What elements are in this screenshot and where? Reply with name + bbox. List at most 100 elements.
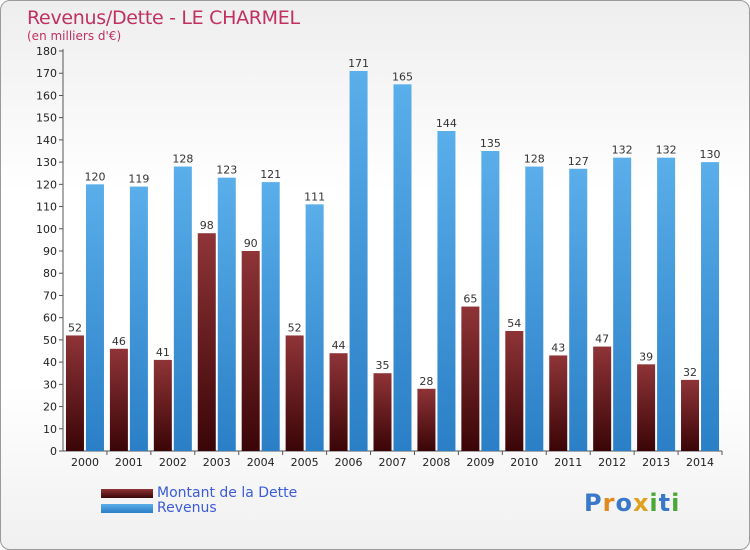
bar-dette bbox=[549, 355, 568, 451]
bar-dette bbox=[285, 335, 304, 451]
bar-dette bbox=[593, 346, 612, 451]
y-tick-label: 50 bbox=[43, 334, 57, 347]
bar-revenus bbox=[129, 186, 148, 452]
bar-dette bbox=[329, 353, 348, 451]
y-tick-label: 130 bbox=[36, 156, 57, 169]
y-tick-label: 140 bbox=[36, 134, 57, 147]
bar-dette bbox=[65, 335, 84, 451]
y-tick-label: 0 bbox=[50, 445, 57, 458]
logo-letter: x bbox=[632, 489, 650, 517]
data-label-dette: 35 bbox=[376, 359, 390, 372]
bar-revenus bbox=[437, 131, 456, 451]
data-label-dette: 65 bbox=[463, 293, 477, 306]
data-label-revenus: 128 bbox=[524, 153, 545, 166]
x-tick-label: 2000 bbox=[71, 456, 99, 469]
logo-letter: i bbox=[671, 489, 681, 517]
bar-revenus bbox=[525, 166, 544, 452]
data-label-dette: 52 bbox=[68, 321, 82, 334]
legend-label-dette: Montant de la Dette bbox=[157, 485, 298, 501]
data-label-dette: 41 bbox=[156, 346, 170, 359]
chart-title: Revenus/Dette - LE CHARMEL bbox=[27, 7, 300, 29]
data-label-dette: 98 bbox=[200, 219, 214, 232]
legend-label-revenus: Revenus bbox=[157, 500, 217, 516]
data-label-revenus: 111 bbox=[304, 190, 325, 203]
bar-revenus bbox=[701, 162, 720, 451]
data-label-dette: 90 bbox=[244, 237, 258, 250]
y-tick-label: 20 bbox=[43, 401, 57, 414]
y-tick-label: 30 bbox=[43, 378, 57, 391]
data-label-revenus: 144 bbox=[436, 117, 457, 130]
data-label-dette: 46 bbox=[112, 335, 126, 348]
logo-letter: r bbox=[602, 489, 616, 517]
bar-revenus bbox=[613, 157, 632, 451]
data-label-dette: 39 bbox=[639, 350, 653, 363]
data-label-dette: 32 bbox=[683, 366, 697, 379]
y-tick-label: 70 bbox=[43, 289, 57, 302]
data-label-revenus: 132 bbox=[612, 144, 633, 157]
x-tick-label: 2012 bbox=[598, 456, 626, 469]
bar-revenus bbox=[393, 84, 412, 451]
bar-revenus bbox=[349, 71, 368, 451]
y-tick-label: 170 bbox=[36, 67, 57, 80]
data-label-revenus: 135 bbox=[480, 137, 501, 150]
proxiti-logo: Proxiti bbox=[584, 489, 680, 517]
legend-swatch-dette bbox=[101, 489, 153, 498]
data-label-revenus: 130 bbox=[700, 148, 721, 161]
y-tick-label: 10 bbox=[43, 423, 57, 436]
bars bbox=[65, 71, 720, 452]
legend-swatch-revenus bbox=[101, 504, 153, 513]
x-tick-label: 2003 bbox=[203, 456, 231, 469]
y-tick-label: 80 bbox=[43, 267, 57, 280]
x-tick-label: 2004 bbox=[247, 456, 275, 469]
x-tick-label: 2011 bbox=[554, 456, 582, 469]
data-label-dette: 44 bbox=[332, 339, 346, 352]
bar-revenus bbox=[657, 157, 676, 451]
axes: 0 10 20 30 40 50 60 70 80 90 100 110 120 130 140 150 160… bbox=[36, 45, 723, 469]
y-tick-label: 180 bbox=[36, 45, 57, 58]
data-label-revenus: 132 bbox=[656, 144, 677, 157]
x-tick-label: 2009 bbox=[466, 456, 494, 469]
bar-revenus bbox=[85, 184, 104, 452]
y-tick-label: 90 bbox=[43, 245, 57, 258]
logo-letter: P bbox=[584, 489, 603, 517]
y-tick-label: 120 bbox=[36, 178, 57, 191]
x-tick-label: 2013 bbox=[642, 456, 670, 469]
data-label-dette: 54 bbox=[507, 317, 521, 330]
bar-dette bbox=[241, 251, 260, 451]
bar-dette bbox=[505, 331, 524, 451]
bar-revenus bbox=[569, 168, 588, 451]
x-tick-label: 2014 bbox=[686, 456, 714, 469]
logo-letter: o bbox=[615, 489, 633, 517]
bar-revenus bbox=[217, 177, 236, 451]
data-label-revenus: 121 bbox=[260, 168, 281, 181]
data-label-revenus: 119 bbox=[128, 173, 149, 186]
x-tick-label: 2001 bbox=[115, 456, 143, 469]
x-tick-label: 2005 bbox=[291, 456, 319, 469]
data-label-revenus: 165 bbox=[392, 70, 413, 83]
x-tick-label: 2002 bbox=[159, 456, 187, 469]
logo-letter: i bbox=[649, 489, 659, 517]
data-label-revenus: 123 bbox=[216, 164, 237, 177]
bar-revenus bbox=[173, 166, 192, 452]
y-tick-label: 100 bbox=[36, 223, 57, 236]
logo-letter: t bbox=[658, 489, 672, 517]
x-tick-label: 2010 bbox=[510, 456, 538, 469]
x-tick-label: 2008 bbox=[422, 456, 450, 469]
y-tick-label: 40 bbox=[43, 356, 57, 369]
x-tick-label: 2007 bbox=[379, 456, 407, 469]
y-tick-label: 110 bbox=[36, 201, 57, 214]
x-tick-label: 2006 bbox=[335, 456, 363, 469]
data-label-revenus: 171 bbox=[348, 57, 369, 70]
bar-dette bbox=[417, 388, 436, 451]
chart-subtitle: (en milliers d'€) bbox=[27, 29, 122, 43]
bar-dette bbox=[681, 379, 700, 451]
y-tick-label: 150 bbox=[36, 112, 57, 125]
bar-revenus bbox=[481, 151, 500, 451]
bar-dette bbox=[461, 306, 480, 451]
bar-dette bbox=[197, 233, 216, 451]
data-label-dette: 28 bbox=[419, 375, 433, 388]
bar-dette bbox=[153, 359, 172, 451]
data-label-dette: 43 bbox=[551, 341, 565, 354]
